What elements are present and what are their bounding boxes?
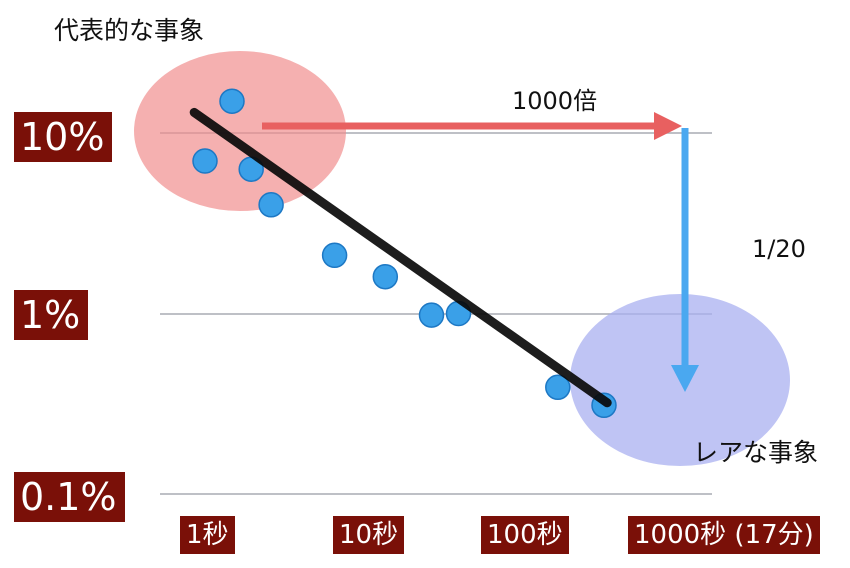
data-point-6 xyxy=(372,263,399,290)
x-tick-1s: 1秒 xyxy=(180,516,235,554)
time-arrow-head xyxy=(654,112,682,140)
data-point-9 xyxy=(545,374,571,401)
x-tick-100s: 100秒 xyxy=(481,516,569,554)
data-point-5 xyxy=(321,242,348,269)
typical-event-circle xyxy=(134,51,346,211)
y-tick-1pct: 1% xyxy=(14,290,89,340)
data-points xyxy=(192,88,617,419)
x-tick-10s: 10秒 xyxy=(333,516,405,554)
data-point-7 xyxy=(418,302,445,328)
rate-arrow xyxy=(671,128,699,392)
y-tick-0-1pct: 0.1% xyxy=(14,472,125,522)
rare-event-label: レアな事象 xyxy=(693,438,819,467)
data-point-1 xyxy=(192,148,218,174)
rate-factor-label: 1/20 xyxy=(752,235,806,263)
time-arrow xyxy=(262,112,682,140)
time-factor-label: 1000倍 xyxy=(512,87,598,115)
typical-event-label: 代表的な事象 xyxy=(54,16,205,45)
data-point-4 xyxy=(258,192,284,218)
trend-line xyxy=(189,107,612,408)
y-tick-10pct: 10% xyxy=(14,112,113,162)
data-point-2 xyxy=(219,88,245,114)
x-tick-1000s: 1000秒 (17分) xyxy=(628,516,820,554)
rate-arrow-head xyxy=(671,365,699,392)
